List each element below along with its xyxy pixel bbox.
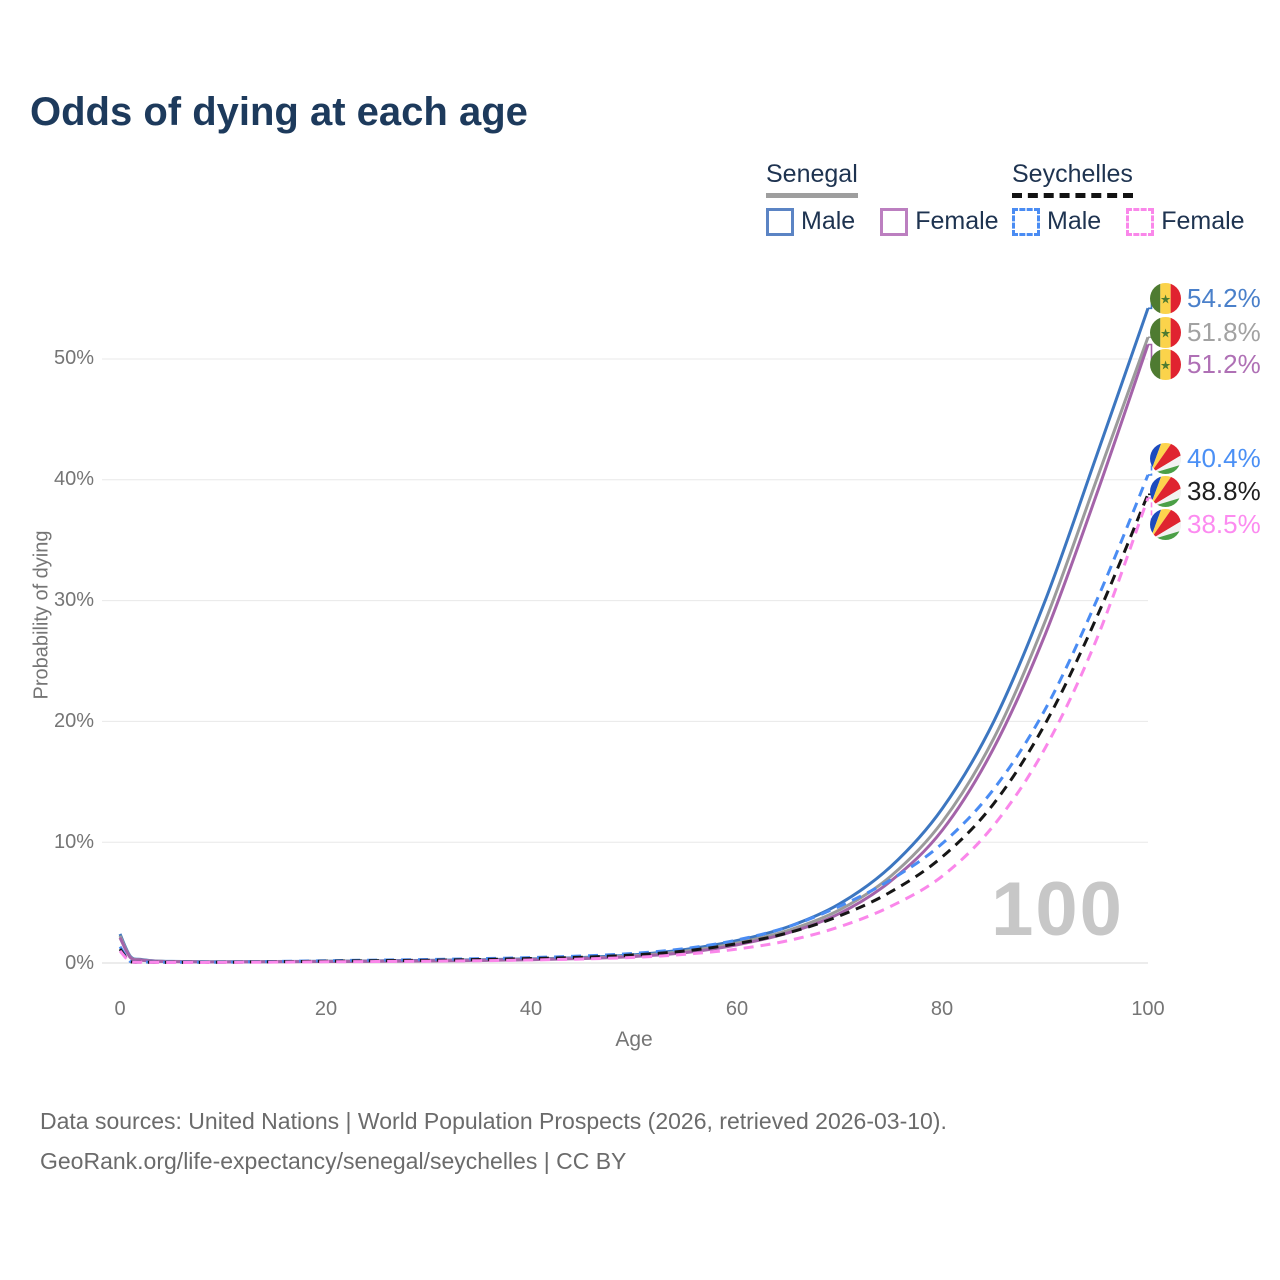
x-axis-title: Age [615, 1028, 653, 1051]
legend-senegal-label[interactable]: Senegal [766, 160, 858, 198]
end-label-senegal-male: ★ 54.2% [1150, 282, 1261, 314]
legend-seychelles-label[interactable]: Seychelles [1012, 160, 1133, 198]
legend-swatch-seychelles-male[interactable] [1012, 207, 1040, 236]
seychelles-flag-icon [1150, 475, 1181, 507]
end-label-senegal-female: ★ 51.2% [1150, 348, 1261, 380]
end-label-senegal-both: ★ 51.8% [1150, 316, 1261, 348]
seychelles-flag-icon [1150, 442, 1181, 474]
y-tick-0: 0% [65, 952, 94, 974]
end-value: 54.2% [1187, 282, 1261, 313]
svg-text:★: ★ [1160, 358, 1171, 372]
end-label-seychelles-both: 38.8% [1150, 475, 1261, 507]
svg-text:★: ★ [1160, 326, 1171, 340]
legend-group-seychelles: Seychelles Male Female [1012, 160, 1263, 236]
attribution-text: GeoRank.org/life-expectancy/senegal/seyc… [40, 1148, 627, 1174]
x-tick-60: 60 [725, 998, 749, 1020]
senegal-flag-icon: ★ [1150, 348, 1181, 380]
x-tick-80: 80 [930, 998, 954, 1020]
end-value: 38.5% [1187, 508, 1261, 539]
y-tick-20: 20% [53, 710, 94, 732]
legend-swatch-senegal-male[interactable] [766, 207, 794, 236]
page-title: Odds of dying at each age [30, 90, 528, 134]
hover-age-watermark: 100 [991, 867, 1124, 952]
end-value: 51.2% [1187, 348, 1261, 379]
y-tick-10: 10% [53, 831, 94, 853]
end-value: 51.8% [1187, 316, 1261, 347]
x-tick-0: 0 [114, 998, 126, 1020]
legend-seychelles-female-label[interactable]: Female [1161, 207, 1245, 235]
senegal-flag-icon: ★ [1150, 282, 1181, 314]
data-sources-text: Data sources: United Nations | World Pop… [40, 1108, 947, 1134]
legend-group-senegal: Senegal Male Female [766, 160, 1017, 236]
y-tick-30: 30% [53, 589, 94, 611]
seychelles-flag-icon [1150, 508, 1181, 540]
end-value: 40.4% [1187, 442, 1261, 473]
x-tick-40: 40 [519, 998, 543, 1020]
end-label-seychelles-female: 38.5% [1150, 508, 1261, 540]
y-tick-40: 40% [53, 468, 94, 490]
legend-swatch-senegal-female[interactable] [880, 207, 909, 236]
x-tick-20: 20 [314, 998, 338, 1020]
legend-senegal-female-label[interactable]: Female [915, 207, 999, 235]
end-label-seychelles-male: 40.4% [1150, 442, 1261, 474]
svg-text:★: ★ [1160, 292, 1171, 306]
senegal-flag-icon: ★ [1150, 316, 1181, 348]
y-axis-title: Probability of dying [30, 530, 53, 700]
end-value: 38.8% [1187, 475, 1261, 506]
x-tick-100: 100 [1131, 998, 1165, 1020]
legend-seychelles-male-label[interactable]: Male [1047, 207, 1102, 235]
legend-senegal-male-label[interactable]: Male [801, 207, 856, 235]
y-tick-50: 50% [53, 347, 94, 369]
legend-swatch-seychelles-female[interactable] [1126, 207, 1155, 236]
